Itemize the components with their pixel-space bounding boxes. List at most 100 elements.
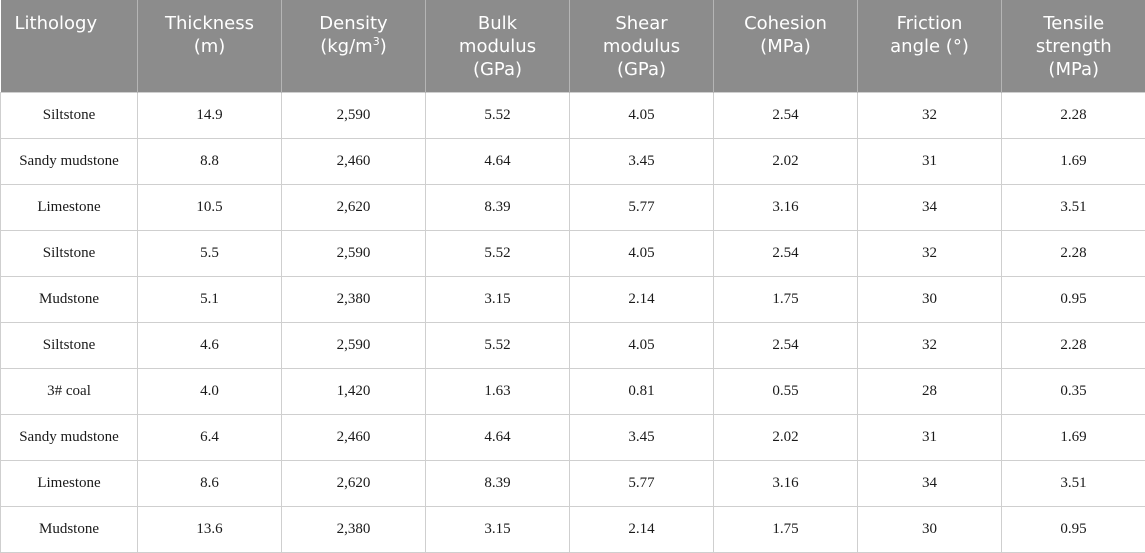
cell-thickness: 5.5 xyxy=(138,230,282,276)
header-lithology: Lithology xyxy=(1,0,138,92)
cell-friction-angle: 34 xyxy=(858,184,1002,230)
cell-shear-modulus: 3.45 xyxy=(570,138,714,184)
cell-cohesion: 2.54 xyxy=(714,322,858,368)
cell-tensile-strength: 1.69 xyxy=(1002,138,1145,184)
cell-shear-modulus: 2.14 xyxy=(570,276,714,322)
cell-lithology: Siltstone xyxy=(1,322,138,368)
cell-tensile-strength: 3.51 xyxy=(1002,460,1145,506)
cell-shear-modulus: 4.05 xyxy=(570,322,714,368)
header-row: Lithology Thickness (m) Density (kg/m3) … xyxy=(1,0,1145,92)
cell-tensile-strength: 0.95 xyxy=(1002,506,1145,552)
cell-cohesion: 2.02 xyxy=(714,414,858,460)
cell-lithology: Mudstone xyxy=(1,506,138,552)
cell-density: 2,460 xyxy=(282,414,426,460)
cell-shear-modulus: 2.14 xyxy=(570,506,714,552)
cell-density: 2,590 xyxy=(282,230,426,276)
cell-lithology: Siltstone xyxy=(1,230,138,276)
cell-shear-modulus: 5.77 xyxy=(570,184,714,230)
cell-bulk-modulus: 3.15 xyxy=(426,276,570,322)
cell-thickness: 5.1 xyxy=(138,276,282,322)
cell-cohesion: 0.55 xyxy=(714,368,858,414)
cell-friction-angle: 32 xyxy=(858,92,1002,138)
cell-cohesion: 2.54 xyxy=(714,230,858,276)
cell-bulk-modulus: 8.39 xyxy=(426,460,570,506)
cell-bulk-modulus: 8.39 xyxy=(426,184,570,230)
header-bulk-modulus: Bulk modulus (GPa) xyxy=(426,0,570,92)
header-cohesion: Cohesion (MPa) xyxy=(714,0,858,92)
header-thickness: Thickness (m) xyxy=(138,0,282,92)
cell-bulk-modulus: 4.64 xyxy=(426,138,570,184)
cell-cohesion: 2.54 xyxy=(714,92,858,138)
cell-bulk-modulus: 5.52 xyxy=(426,92,570,138)
cell-thickness: 14.9 xyxy=(138,92,282,138)
header-tensile-strength: Tensile strength (MPa) xyxy=(1002,0,1145,92)
cell-friction-angle: 34 xyxy=(858,460,1002,506)
cell-density: 2,590 xyxy=(282,322,426,368)
cell-friction-angle: 28 xyxy=(858,368,1002,414)
cell-friction-angle: 31 xyxy=(858,138,1002,184)
cell-density: 2,460 xyxy=(282,138,426,184)
cell-tensile-strength: 0.95 xyxy=(1002,276,1145,322)
cell-thickness: 8.8 xyxy=(138,138,282,184)
cell-bulk-modulus: 4.64 xyxy=(426,414,570,460)
cell-density: 2,380 xyxy=(282,276,426,322)
cell-friction-angle: 30 xyxy=(858,276,1002,322)
cell-thickness: 13.6 xyxy=(138,506,282,552)
cell-tensile-strength: 2.28 xyxy=(1002,92,1145,138)
cell-friction-angle: 30 xyxy=(858,506,1002,552)
cell-thickness: 4.6 xyxy=(138,322,282,368)
cell-thickness: 10.5 xyxy=(138,184,282,230)
cell-density: 1,420 xyxy=(282,368,426,414)
cell-shear-modulus: 0.81 xyxy=(570,368,714,414)
header-friction-angle: Friction angle (°) xyxy=(858,0,1002,92)
cell-friction-angle: 31 xyxy=(858,414,1002,460)
cell-tensile-strength: 1.69 xyxy=(1002,414,1145,460)
cell-bulk-modulus: 1.63 xyxy=(426,368,570,414)
cell-shear-modulus: 4.05 xyxy=(570,230,714,276)
cell-density: 2,620 xyxy=(282,184,426,230)
cell-density: 2,380 xyxy=(282,506,426,552)
header-shear-modulus: Shear modulus (GPa) xyxy=(570,0,714,92)
cell-lithology: Sandy mudstone xyxy=(1,138,138,184)
cell-tensile-strength: 2.28 xyxy=(1002,322,1145,368)
cell-bulk-modulus: 5.52 xyxy=(426,322,570,368)
cell-lithology: 3# coal xyxy=(1,368,138,414)
cell-lithology: Limestone xyxy=(1,460,138,506)
cell-bulk-modulus: 3.15 xyxy=(426,506,570,552)
cell-lithology: Siltstone xyxy=(1,92,138,138)
cell-lithology: Limestone xyxy=(1,184,138,230)
cell-shear-modulus: 3.45 xyxy=(570,414,714,460)
cell-friction-angle: 32 xyxy=(858,322,1002,368)
cell-lithology: Mudstone xyxy=(1,276,138,322)
cell-cohesion: 3.16 xyxy=(714,460,858,506)
cell-shear-modulus: 4.05 xyxy=(570,92,714,138)
cell-friction-angle: 32 xyxy=(858,230,1002,276)
cell-bulk-modulus: 5.52 xyxy=(426,230,570,276)
cell-lithology: Sandy mudstone xyxy=(1,414,138,460)
cell-cohesion: 1.75 xyxy=(714,506,858,552)
cell-thickness: 6.4 xyxy=(138,414,282,460)
cell-tensile-strength: 3.51 xyxy=(1002,184,1145,230)
cell-thickness: 8.6 xyxy=(138,460,282,506)
cell-cohesion: 2.02 xyxy=(714,138,858,184)
cell-cohesion: 3.16 xyxy=(714,184,858,230)
table-header: Lithology Thickness (m) Density (kg/m3) … xyxy=(1,0,1145,92)
cell-shear-modulus: 5.77 xyxy=(570,460,714,506)
cell-cohesion: 1.75 xyxy=(714,276,858,322)
cell-tensile-strength: 2.28 xyxy=(1002,230,1145,276)
header-density: Density (kg/m3) xyxy=(282,0,426,92)
cell-density: 2,590 xyxy=(282,92,426,138)
cell-thickness: 4.0 xyxy=(138,368,282,414)
